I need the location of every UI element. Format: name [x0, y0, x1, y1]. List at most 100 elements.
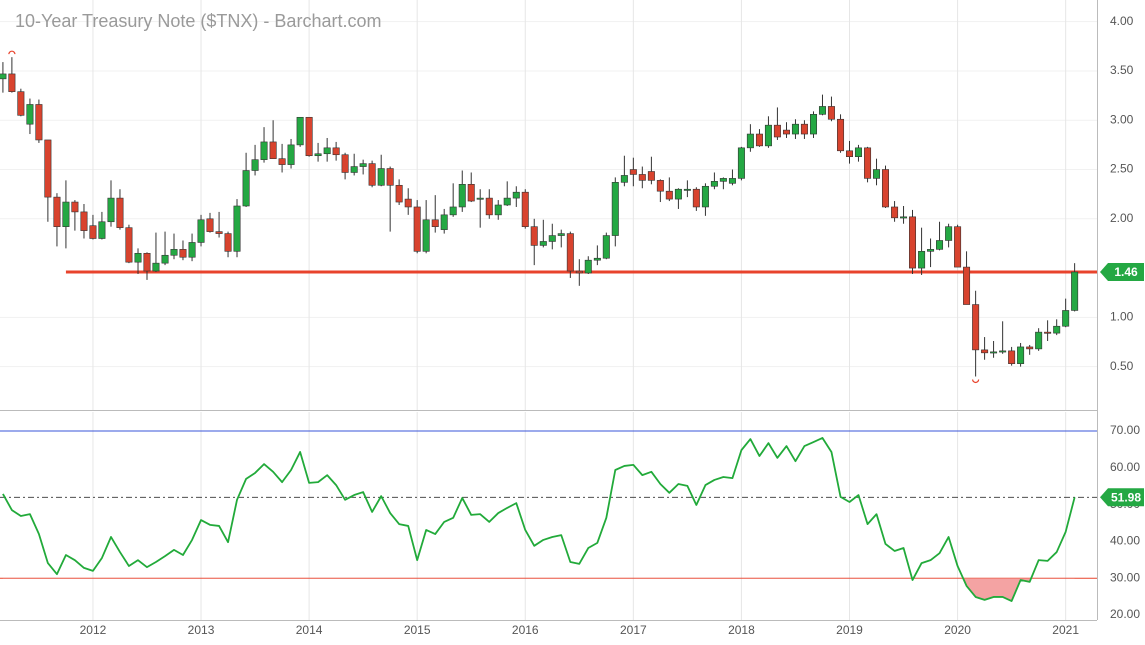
x-tick-label: 2012	[80, 623, 107, 637]
candle-body	[864, 147, 872, 179]
y-tick-label: 1.00	[1110, 310, 1134, 324]
candle-body	[638, 174, 646, 181]
candle-body	[305, 116, 313, 157]
candle-body	[143, 252, 151, 272]
candle-body	[557, 233, 565, 236]
candle-body	[972, 304, 980, 351]
x-tick-label: 2014	[296, 623, 323, 637]
candle-body	[395, 184, 403, 203]
candle-body	[701, 185, 709, 208]
candle-body	[53, 196, 61, 227]
candle-body	[746, 133, 754, 149]
candle-body	[314, 153, 322, 157]
candle-body	[35, 104, 43, 141]
candle-body	[1008, 350, 1016, 364]
candle-body	[404, 198, 412, 208]
candle-body	[116, 197, 124, 228]
candle-body	[1035, 331, 1043, 350]
candle-body	[936, 240, 944, 250]
candle-body	[287, 144, 295, 165]
candle-body	[656, 180, 664, 192]
candle-body	[98, 221, 106, 239]
candle-body	[467, 184, 475, 202]
candle-body	[215, 231, 223, 234]
candle-body	[0, 73, 7, 80]
candle-body	[719, 178, 727, 182]
candle-body	[188, 242, 196, 258]
candle-body	[764, 124, 772, 147]
y-tick-label: 3.50	[1110, 63, 1134, 77]
candle-body	[647, 171, 655, 181]
candle-body	[782, 129, 790, 135]
candle-body	[161, 254, 169, 264]
value-badge-label: 51.98	[1111, 490, 1141, 504]
candle-body	[873, 169, 881, 179]
candle-body	[152, 262, 160, 272]
candle-body	[1062, 310, 1070, 327]
candle-body	[494, 204, 502, 216]
candle-body	[927, 249, 935, 252]
candle-body	[845, 150, 853, 158]
candle-body	[26, 104, 34, 125]
candle-body	[332, 147, 340, 156]
candle-body	[350, 166, 358, 173]
candle-body	[440, 214, 448, 230]
candle-body	[602, 235, 610, 259]
candle-body	[692, 188, 700, 208]
candle-body	[710, 181, 718, 187]
candle-body	[62, 201, 70, 227]
candle-body	[431, 219, 439, 227]
candle-body	[485, 197, 493, 216]
candle-body	[629, 169, 637, 175]
candle-body	[512, 191, 520, 199]
candle-body	[575, 270, 583, 274]
x-tick-label: 2015	[404, 623, 431, 637]
candle-body	[530, 226, 538, 246]
candle-body	[323, 147, 331, 155]
candle-body	[593, 257, 601, 261]
candle-body	[1071, 271, 1079, 311]
candle-body	[296, 116, 304, 146]
candle-body	[918, 251, 926, 269]
candle-body	[981, 349, 989, 354]
candle-body	[1026, 346, 1034, 350]
candle-body	[665, 190, 673, 200]
y-tick-label: 2.50	[1110, 162, 1134, 176]
candle-body	[945, 226, 953, 241]
rsi-line	[2, 437, 1076, 602]
x-tick-label: 2013	[188, 623, 215, 637]
candle-body	[548, 235, 556, 242]
candle-body	[80, 211, 88, 231]
high-marker	[8, 50, 16, 55]
candle-body	[674, 188, 682, 200]
y-tick-label: 2.00	[1110, 211, 1134, 225]
candle-body	[458, 184, 466, 208]
candle-body	[737, 147, 745, 179]
low-marker	[972, 379, 980, 384]
x-tick-label: 2021	[1052, 623, 1079, 637]
candle-body	[539, 241, 547, 246]
value-badge	[1100, 488, 1144, 507]
oversold-fill	[2, 578, 1075, 602]
candle-body	[620, 175, 628, 183]
candle-body	[791, 123, 799, 135]
candle-body	[44, 139, 52, 198]
x-tick-label: 2019	[836, 623, 863, 637]
candle-body	[1053, 325, 1061, 334]
candle-body	[422, 219, 430, 252]
x-tick-label: 2018	[728, 623, 755, 637]
candle-body	[134, 252, 142, 263]
candle-body	[251, 159, 259, 171]
candle-body	[891, 206, 899, 219]
candle-body	[584, 259, 592, 274]
value-badge	[1100, 263, 1144, 282]
candle-body	[377, 168, 385, 186]
y-tick-label: 20.00	[1110, 607, 1140, 621]
y-tick-label: 4.00	[1110, 14, 1134, 28]
x-tick-label: 2020	[944, 623, 971, 637]
candle-body	[8, 73, 16, 92]
candle-body	[773, 124, 781, 138]
candle-body	[1017, 346, 1025, 364]
